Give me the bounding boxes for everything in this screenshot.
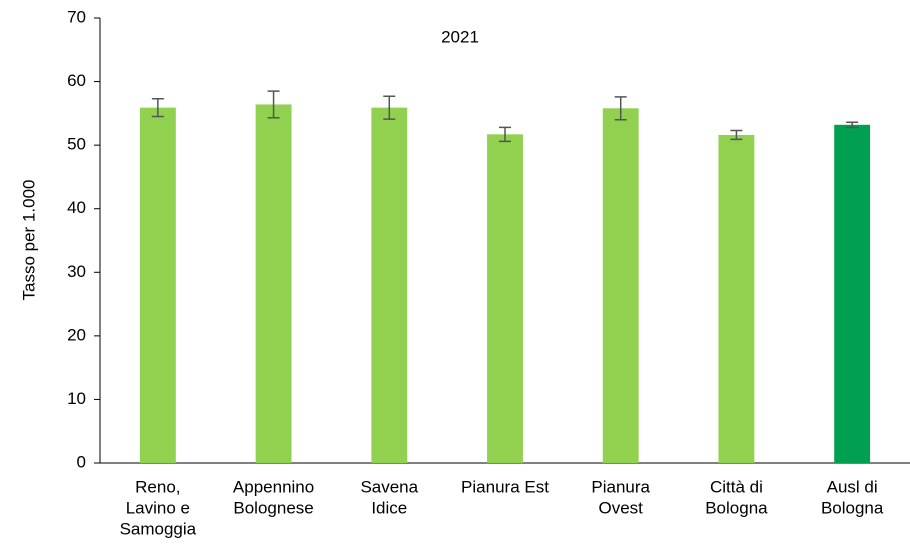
bar — [139, 107, 176, 463]
y-tick-label: 0 — [77, 452, 86, 471]
x-tick-label: Reno, — [135, 477, 180, 496]
y-tick-label: 60 — [67, 71, 86, 90]
y-tick-label: 20 — [67, 325, 86, 344]
x-tick-label: Lavino e — [126, 498, 190, 517]
error-bar — [730, 129, 743, 141]
x-tick-label: Savena — [360, 477, 418, 496]
y-tick-label: 40 — [67, 198, 86, 217]
y-tick-label: 10 — [67, 389, 86, 408]
error-bar — [499, 126, 511, 143]
x-tick-label: Città di — [710, 477, 763, 496]
x-tick-label: Pianura — [591, 477, 650, 496]
x-tick-label: Samoggia — [120, 519, 197, 538]
x-tick-label: Bologna — [821, 498, 884, 517]
x-tick-label: Bologna — [705, 498, 768, 517]
error-bar — [151, 97, 164, 118]
error-bar — [267, 90, 280, 119]
y-tick-label: 30 — [67, 262, 86, 281]
x-tick-label: Idice — [371, 498, 407, 517]
error-bar — [846, 121, 859, 129]
bar — [718, 134, 755, 463]
y-tick-label: 50 — [67, 135, 86, 154]
bar — [487, 134, 523, 464]
bar — [371, 107, 408, 463]
bar — [834, 124, 871, 464]
y-tick-label: 70 — [67, 7, 86, 26]
x-tick-label: Bolognese — [233, 498, 313, 517]
error-bar — [383, 95, 396, 120]
bar — [255, 104, 292, 463]
x-tick-label: Appennino — [233, 477, 314, 496]
x-tick-label: Ausl di — [827, 477, 878, 496]
chart-title: 2021 — [441, 27, 479, 46]
error-bar — [614, 96, 627, 121]
x-tick-label: Ovest — [599, 498, 644, 517]
y-axis-label: Tasso per 1.000 — [19, 180, 38, 301]
bar — [602, 108, 639, 464]
x-tick-label: Pianura Est — [461, 477, 549, 496]
